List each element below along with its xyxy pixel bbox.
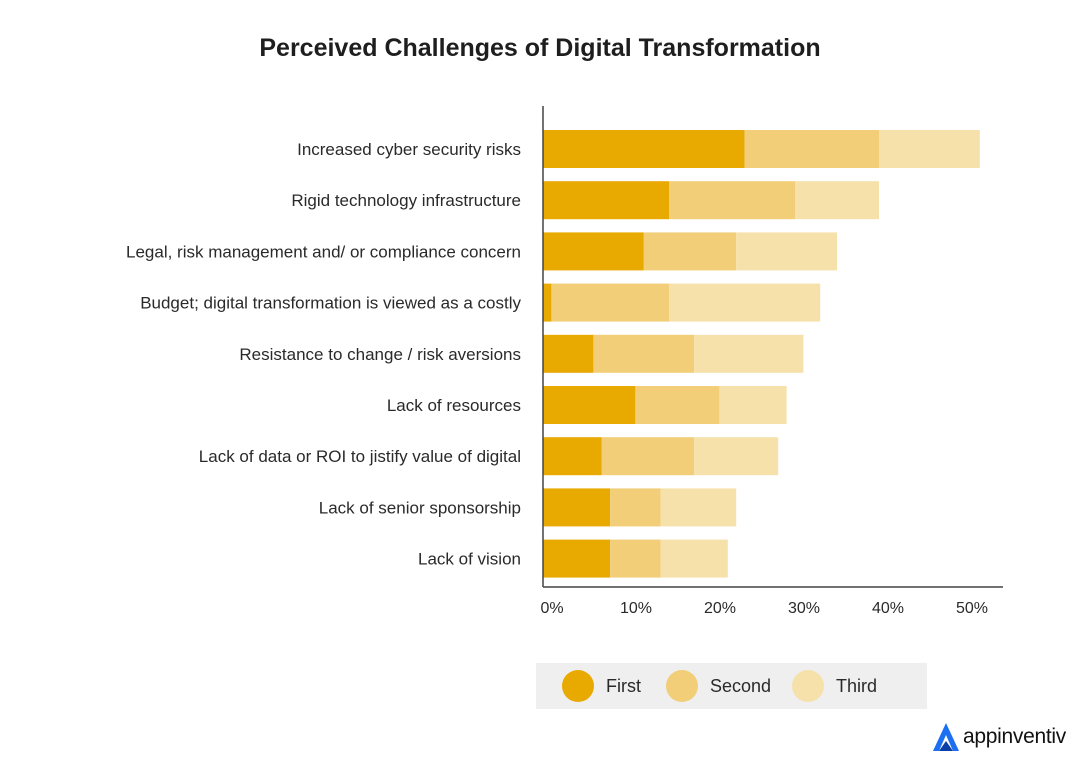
bar-first-increased-cyber-security-risks	[543, 130, 745, 168]
category-labels: Increased cyber security risks Rigid tech…	[126, 140, 521, 569]
category-label: Rigid technology infrastructure	[291, 191, 521, 210]
bar-second-lack-of-resources	[635, 386, 720, 424]
category-label: Lack of resources	[387, 396, 521, 415]
x-tick-label: 50%	[956, 600, 988, 617]
x-tick-label: 20%	[704, 600, 736, 617]
brand-name: appinventiv	[963, 725, 1066, 748]
bar-first-lack-of-senior-sponsorship	[543, 488, 611, 527]
bar-third-lack-of-vision	[660, 539, 728, 578]
bar-first-lack-of-resources	[543, 386, 636, 424]
bar-second-budget-digital-transformation-is-viewed-as-a-costly	[551, 283, 669, 322]
legend-item-first: First	[562, 670, 641, 702]
bar-third-legal-risk-management-and-or-compliance-concern	[736, 232, 837, 271]
bar-second-rigid-technology-infrastructure	[669, 181, 795, 220]
legend-swatch-third	[792, 670, 824, 702]
bar-third-budget-digital-transformation-is-viewed-as-a-costly	[669, 283, 821, 322]
bar-first-resistance-to-change-risk-aversions	[543, 334, 594, 373]
category-label: Legal, risk management and/ or complianc…	[126, 242, 521, 261]
bar-third-lack-of-resources	[719, 386, 787, 424]
bar-third-lack-of-data-or-roi-to-jistify-value-of-digital	[694, 437, 779, 476]
bar-third-increased-cyber-security-risks	[879, 130, 980, 168]
category-label: Resistance to change / risk aversions	[239, 345, 521, 364]
bar-first-lack-of-data-or-roi-to-jistify-value-of-digital	[543, 437, 602, 476]
legend-label-second: Second	[710, 675, 772, 696]
bar-first-rigid-technology-infrastructure	[543, 181, 669, 220]
bar-second-resistance-to-change-risk-aversions	[593, 334, 695, 373]
chart-title: Perceived Challenges of Digital Transfor…	[259, 34, 821, 62]
legend-label-first: First	[606, 675, 641, 696]
appinventiv-logo-icon	[933, 723, 959, 751]
bar-first-legal-risk-management-and-or-compliance-concern	[543, 232, 644, 271]
x-tick-label: 10%	[620, 600, 652, 617]
bar-second-lack-of-vision	[610, 539, 661, 578]
bars-group	[543, 130, 980, 578]
legend-label-third: Third	[836, 675, 878, 696]
x-tick-label: 30%	[788, 600, 820, 617]
bar-second-legal-risk-management-and-or-compliance-concern	[643, 232, 737, 271]
bar-chart: Increased cyber security risks Rigid tech…	[126, 106, 1003, 617]
bar-first-lack-of-vision	[543, 539, 611, 578]
x-tick-label: 40%	[872, 600, 904, 617]
x-tick-label: 0%	[540, 600, 563, 617]
legend-swatch-second	[666, 670, 698, 702]
legend-item-third: Third	[792, 670, 877, 702]
bar-second-increased-cyber-security-risks	[744, 130, 879, 168]
brand-logo: appinventiv	[932, 722, 1066, 752]
bar-second-lack-of-data-or-roi-to-jistify-value-of-digital	[601, 437, 695, 476]
bar-second-lack-of-senior-sponsorship	[610, 488, 661, 527]
legend: First Second Third	[536, 663, 927, 709]
category-label: Budget; digital transformation is viewed…	[140, 294, 521, 313]
legend-item-second: Second	[666, 670, 771, 702]
bar-first-budget-digital-transformation-is-viewed-as-a-costly	[543, 283, 552, 322]
category-label: Lack of vision	[418, 550, 521, 569]
bar-third-resistance-to-change-risk-aversions	[694, 334, 804, 373]
bar-third-lack-of-senior-sponsorship	[660, 488, 737, 527]
bar-third-rigid-technology-infrastructure	[795, 181, 879, 220]
category-label: Lack of senior sponsorship	[319, 498, 521, 517]
x-tick-labels: 0% 10% 20% 30% 40% 50%	[540, 600, 988, 617]
category-label: Increased cyber security risks	[297, 140, 521, 159]
legend-swatch-first	[562, 670, 594, 702]
category-label: Lack of data or ROI to jistify value of …	[199, 447, 521, 466]
